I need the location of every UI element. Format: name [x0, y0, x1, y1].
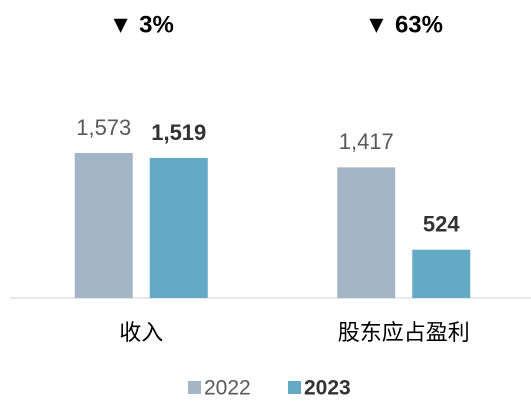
data-label: 1,417 — [339, 129, 394, 154]
x-tick-label: 收入 — [119, 320, 163, 345]
data-label: 1,573 — [76, 115, 131, 140]
x-tick-label: 股东应占盈利 — [338, 320, 470, 345]
bar — [337, 167, 396, 298]
annotation: ▼ 63% — [365, 11, 443, 38]
legend-label: 2022 — [204, 377, 251, 400]
annotation: ▼ 3% — [109, 11, 174, 38]
bar — [149, 157, 208, 298]
data-label: 524 — [423, 211, 460, 236]
legend-label: 2023 — [304, 377, 351, 400]
bar — [412, 249, 471, 298]
bar — [74, 152, 133, 298]
legend-swatch — [288, 381, 301, 394]
legend-swatch — [188, 381, 201, 394]
data-label: 1,519 — [151, 120, 206, 145]
